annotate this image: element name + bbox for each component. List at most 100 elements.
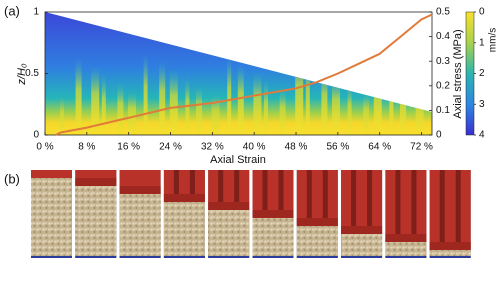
x-tick-label: 0 % (36, 142, 53, 153)
piston (429, 170, 471, 250)
piston (385, 170, 427, 242)
heatmap-streak (128, 90, 136, 135)
y-axis-label: z/H₀ (16, 63, 28, 86)
piston-rod (218, 170, 224, 202)
piston-rod (395, 170, 401, 234)
piston-band (208, 202, 250, 210)
heatmap (45, 12, 432, 135)
y2-tick-label: 0.5 (436, 7, 450, 18)
sand-column (252, 218, 294, 256)
base-line (429, 256, 471, 258)
x-tick-label: 56 % (326, 142, 349, 153)
piston-rod (173, 170, 179, 194)
heatmap-streak (415, 78, 424, 135)
x-tick-label: 32 % (201, 142, 224, 153)
x-tick-label: 72 % (410, 142, 433, 153)
piston (296, 170, 338, 226)
x-tick-label: 40 % (243, 142, 266, 153)
sand-column (119, 194, 161, 256)
heatmap-streak (101, 74, 106, 135)
heatmap-streak (295, 51, 304, 135)
sand-column (385, 242, 427, 256)
heatmap-streak (169, 69, 178, 135)
colorbar-tick-label: 1 (479, 37, 485, 48)
piston-band (296, 218, 338, 226)
y2-tick-label: 0.1 (436, 105, 450, 116)
piston-rod (189, 170, 195, 194)
colorbar (465, 11, 475, 136)
base-line (341, 256, 383, 258)
y2-tick-label: 0 (436, 130, 442, 141)
piston-rod (367, 170, 373, 226)
heatmap-streak (373, 54, 382, 135)
heatmap-streak (91, 66, 100, 135)
heatmap-streak (227, 56, 232, 135)
panel-label: (b) (4, 171, 20, 186)
piston-rod (278, 170, 284, 210)
photo-strip (31, 170, 471, 258)
stress-line (55, 13, 433, 136)
piston-band (385, 234, 427, 242)
piston-band (252, 210, 294, 218)
x-tick-label: 64 % (368, 142, 391, 153)
piston-rod (322, 170, 328, 218)
base-line (296, 256, 338, 258)
piston (31, 170, 72, 178)
heatmap-streak (279, 88, 286, 135)
piston-band (429, 242, 471, 250)
piston-rod (411, 170, 417, 234)
piston-rod (306, 170, 312, 218)
heatmap-streak (347, 83, 352, 135)
panel-label: (a) (4, 3, 20, 18)
piston-rod (455, 170, 461, 242)
colorbar-tick-label: 4 (479, 130, 485, 141)
heatmap-streak (363, 91, 370, 135)
y2-tick-label: 0.4 (436, 31, 450, 42)
base-line (75, 256, 117, 258)
heatmap-streak (60, 95, 64, 135)
y2-axis-label: Axial stress (MPa) (452, 29, 464, 118)
heatmap-streak (196, 85, 202, 135)
piston-band (341, 226, 383, 234)
heatmap-streak (305, 59, 310, 135)
x-tick-label: 48 % (285, 142, 308, 153)
y2-tick-label: 0.2 (436, 80, 450, 91)
y-tick-label: 0 (33, 130, 39, 141)
heatmap-streak (264, 80, 268, 135)
colorbar-label: mm/s (488, 28, 499, 52)
sand-column (31, 178, 72, 256)
sand-column (341, 234, 383, 256)
colorbar-tick-label: 3 (479, 99, 485, 110)
piston-band (163, 194, 205, 202)
piston-rod (234, 170, 240, 202)
sand-column (296, 226, 338, 256)
piston-band (119, 186, 161, 194)
colorbar-tick-label: 2 (479, 68, 485, 79)
sand-column (208, 210, 250, 256)
base-line (385, 256, 427, 258)
heatmap-streak (321, 67, 328, 135)
heatmap-streak (253, 72, 262, 135)
piston (341, 170, 383, 234)
heatmap-streak (211, 93, 220, 135)
heatmap-streak (75, 58, 82, 135)
heatmap-streak (159, 61, 166, 135)
x-tick-label: 24 % (159, 142, 182, 153)
x-tick-label: 8 % (78, 142, 95, 153)
y2-tick-label: 0.3 (436, 56, 450, 67)
base-line (208, 256, 250, 258)
base-line (31, 256, 72, 258)
piston-rod (351, 170, 357, 226)
heatmap-streak (400, 70, 406, 135)
x-tick-label: 16 % (117, 142, 140, 153)
base-line (163, 256, 205, 258)
piston-band (75, 178, 117, 186)
heatmap-streak (389, 62, 394, 135)
heatmap-streak (143, 53, 148, 135)
base-line (252, 256, 294, 258)
heatmap-streak (237, 64, 244, 135)
sand-column (429, 250, 471, 256)
y-tick-label: 0.5 (25, 68, 39, 79)
base-line (119, 256, 161, 258)
